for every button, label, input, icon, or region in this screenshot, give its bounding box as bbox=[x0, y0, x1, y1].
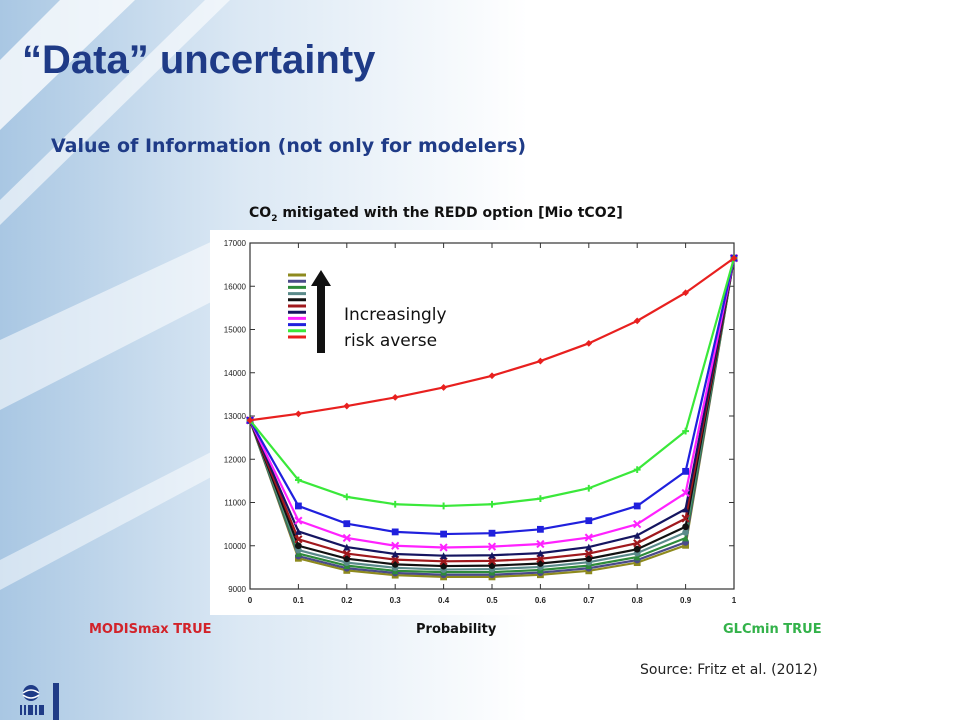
data-point bbox=[633, 539, 642, 548]
y-tick-label: 14000 bbox=[224, 369, 247, 378]
data-point bbox=[682, 528, 689, 536]
data-point bbox=[633, 317, 641, 325]
data-point bbox=[391, 500, 399, 508]
logo-divider bbox=[53, 683, 59, 720]
data-point bbox=[295, 542, 302, 550]
data-point bbox=[440, 502, 447, 510]
y-tick-label: 12000 bbox=[224, 455, 247, 464]
data-point bbox=[682, 523, 689, 531]
data-point bbox=[730, 254, 738, 262]
line-chart: 9000 10000 11000 12000 13000 14000 15000 16000 1… bbox=[210, 230, 750, 615]
x-label-left: MODISmax TRUE bbox=[89, 622, 212, 637]
data-point bbox=[585, 562, 593, 570]
x-tick-label: 0.8 bbox=[632, 596, 644, 605]
data-point bbox=[487, 542, 497, 551]
y-tick-label: 16000 bbox=[224, 282, 247, 291]
data-point bbox=[343, 402, 351, 410]
data-point bbox=[585, 517, 593, 525]
y-tick-label: 13000 bbox=[224, 412, 247, 421]
y-tick-label: 9000 bbox=[228, 585, 246, 594]
data-point bbox=[536, 539, 545, 549]
data-point bbox=[439, 543, 448, 552]
data-point bbox=[585, 339, 593, 347]
data-point bbox=[537, 525, 544, 533]
data-point bbox=[537, 495, 544, 503]
data-point bbox=[343, 555, 351, 563]
x-tick-label: 0.6 bbox=[535, 596, 547, 605]
slide-title: “Data” uncertainty bbox=[22, 38, 376, 82]
source-citation: Source: Fritz et al. (2012) bbox=[640, 662, 818, 678]
data-point bbox=[391, 550, 399, 558]
data-point bbox=[295, 502, 302, 510]
annotation-text: Increasingly bbox=[344, 305, 447, 325]
x-tick-label: 0.5 bbox=[486, 596, 498, 605]
data-point bbox=[343, 493, 351, 501]
data-point bbox=[295, 550, 302, 557]
chart-title-rest: mitigated with the REDD option [Mio tCO2… bbox=[277, 205, 623, 221]
data-point bbox=[440, 530, 447, 538]
chart-title-subscript: 2 bbox=[271, 213, 278, 224]
x-tick-label: 0.3 bbox=[390, 596, 402, 605]
data-point bbox=[343, 520, 351, 528]
data-point bbox=[488, 372, 496, 380]
data-point bbox=[633, 553, 641, 561]
legend-arrow-shaft bbox=[317, 284, 325, 353]
data-point bbox=[537, 549, 544, 557]
data-point bbox=[633, 531, 641, 539]
data-point bbox=[343, 543, 351, 551]
data-point bbox=[537, 357, 544, 365]
data-point bbox=[681, 514, 690, 523]
data-point bbox=[440, 384, 447, 391]
x-tick-label: 0.7 bbox=[583, 596, 595, 605]
data-point bbox=[682, 427, 689, 435]
data-point bbox=[342, 533, 351, 543]
x-tick-label: 0.1 bbox=[293, 596, 305, 605]
data-point bbox=[681, 488, 690, 498]
x-label-right: GLCmin TRUE bbox=[723, 622, 822, 637]
data-point bbox=[682, 289, 689, 297]
x-axis-label: Probability bbox=[416, 622, 497, 637]
slide-subtitle: Value of Information (not only for model… bbox=[51, 135, 527, 157]
x-tick-label: 0 bbox=[248, 596, 253, 605]
data-point bbox=[391, 394, 399, 401]
data-point bbox=[585, 555, 593, 563]
data-point bbox=[294, 535, 303, 544]
data-point bbox=[682, 534, 689, 542]
data-point bbox=[585, 543, 593, 551]
data-point bbox=[488, 529, 496, 537]
data-point bbox=[633, 520, 642, 529]
y-tick-label: 15000 bbox=[224, 326, 247, 335]
data-point bbox=[633, 502, 641, 510]
data-point bbox=[633, 466, 641, 474]
data-point bbox=[682, 505, 689, 513]
data-point bbox=[584, 549, 593, 558]
chart-title: CO2 mitigated with the REDD option [Mio … bbox=[249, 205, 623, 224]
x-tick-label: 0.2 bbox=[341, 596, 353, 605]
data-point bbox=[585, 484, 593, 492]
data-point bbox=[488, 551, 496, 559]
data-point bbox=[391, 528, 399, 536]
data-point bbox=[391, 541, 400, 550]
y-tick-label: 11000 bbox=[224, 499, 246, 508]
legend-arrow-head bbox=[311, 270, 331, 286]
annotation-text: risk averse bbox=[344, 331, 437, 351]
data-point bbox=[295, 528, 302, 535]
data-point bbox=[488, 500, 496, 508]
data-point bbox=[295, 476, 302, 484]
data-point bbox=[342, 549, 351, 558]
iiasa-logo bbox=[20, 685, 44, 715]
data-point bbox=[246, 416, 254, 424]
data-point bbox=[682, 467, 689, 475]
x-tick-label: 0.9 bbox=[680, 596, 692, 605]
x-tick-label: 1 bbox=[732, 596, 737, 605]
data-point bbox=[295, 410, 302, 418]
data-point bbox=[584, 533, 593, 542]
x-tick-label: 0.4 bbox=[438, 596, 450, 605]
y-tick-label: 17000 bbox=[224, 239, 247, 248]
data-point bbox=[440, 552, 447, 560]
y-tick-label: 10000 bbox=[224, 542, 247, 551]
data-point bbox=[294, 516, 303, 525]
data-point bbox=[633, 545, 641, 553]
chart-title-main: CO bbox=[249, 205, 272, 221]
